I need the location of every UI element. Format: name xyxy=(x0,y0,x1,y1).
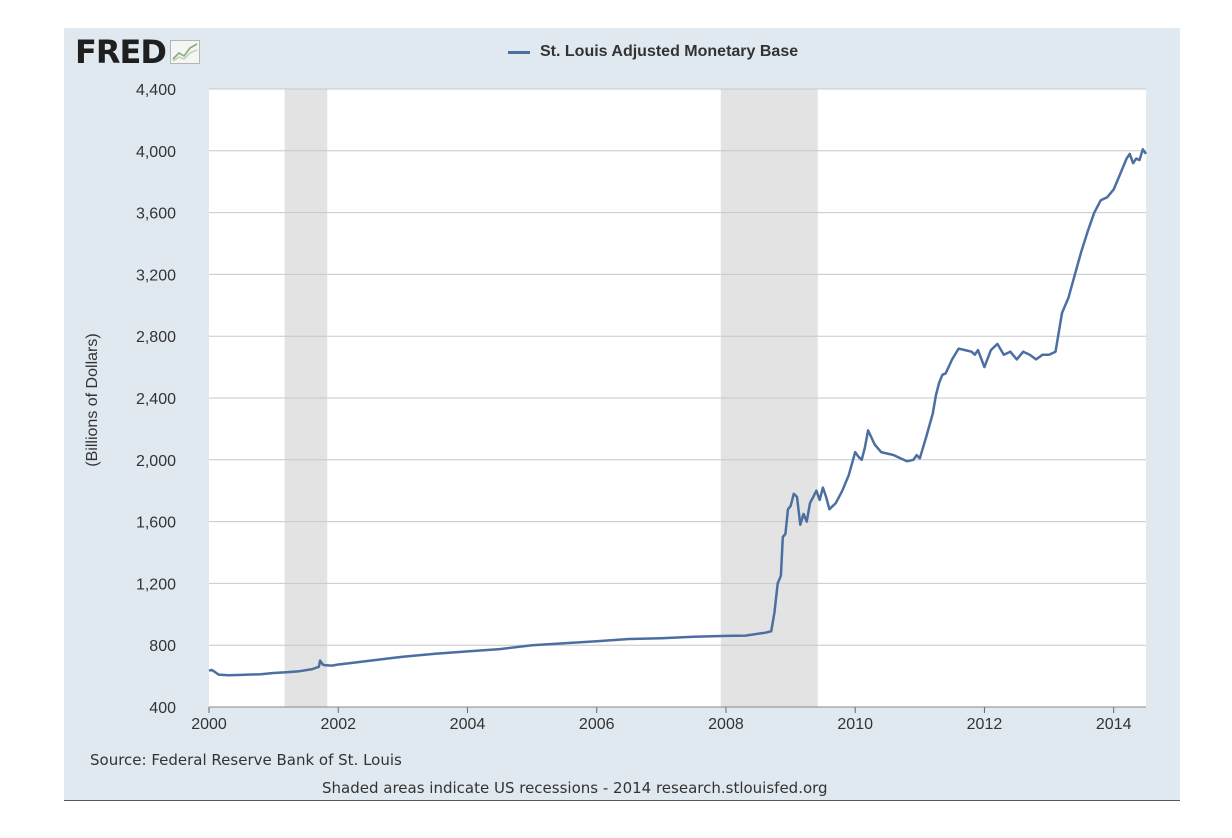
bottom-divider xyxy=(64,800,1180,801)
recession-note: Shaded areas indicate US recessions - 20… xyxy=(322,779,828,797)
x-tick-label-2008: 2008 xyxy=(708,716,744,733)
y-tick-label-2400: 2,400 xyxy=(136,391,176,408)
x-tick-label-2010: 2010 xyxy=(837,716,873,733)
y-tick-label-1200: 1,200 xyxy=(136,576,176,593)
x-tick-label-2014: 2014 xyxy=(1096,716,1132,733)
fred-logo-text: FRED xyxy=(75,33,167,71)
y-tick-label-3600: 3,600 xyxy=(136,206,176,223)
y-tick-label-4400: 4,400 xyxy=(136,82,176,99)
x-tick-label-2000: 2000 xyxy=(191,716,227,733)
legend-swatch xyxy=(508,50,530,54)
legend-label: St. Louis Adjusted Monetary Base xyxy=(540,43,799,60)
y-tick-label-400: 400 xyxy=(149,700,176,717)
y-tick-label-3200: 3,200 xyxy=(136,267,176,284)
y-tick-label-1600: 1,600 xyxy=(136,515,176,532)
source-note: Source: Federal Reserve Bank of St. Loui… xyxy=(90,751,402,769)
series-line-1 xyxy=(208,148,1148,677)
y-tick-label-2000: 2,000 xyxy=(136,453,176,470)
y-tick-label-4000: 4,000 xyxy=(136,144,176,161)
x-tick-label-2012: 2012 xyxy=(967,716,1003,733)
x-tick-label-2006: 2006 xyxy=(579,716,615,733)
x-tick-label-2004: 2004 xyxy=(450,716,486,733)
fred-graph-icon xyxy=(169,40,200,64)
y-tick-label-2800: 2,800 xyxy=(136,329,176,346)
x-tick-label-2002: 2002 xyxy=(320,716,356,733)
y-tick-label-800: 800 xyxy=(149,638,176,655)
chart-legend: St. Louis Adjusted Monetary Base xyxy=(508,40,798,64)
fred-logo[interactable]: FRED xyxy=(75,32,200,72)
